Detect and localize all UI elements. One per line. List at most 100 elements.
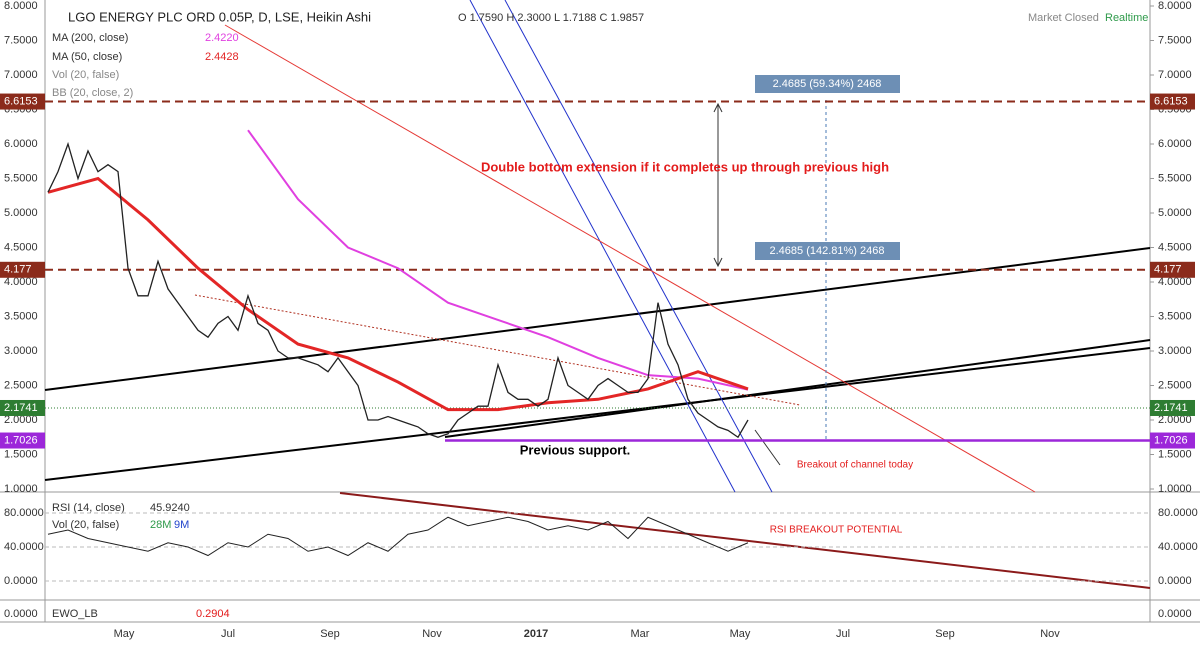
y-tick-label: 80.0000 [1158, 507, 1198, 519]
x-tick-label: May [730, 628, 751, 640]
price-badge [1150, 93, 1195, 110]
channel-line [444, 339, 1151, 438]
annotation-box [755, 242, 900, 260]
annotation: 2.4685 (59.34%) 2468 [773, 78, 882, 90]
indicator[interactable]: BB (20, close, 2) [52, 87, 133, 99]
y-tick-label: 80.0000 [4, 507, 44, 519]
y-tick-label: 6.0000 [1158, 138, 1192, 150]
y-tick-label: 1.5000 [4, 448, 38, 460]
arrow-head [713, 102, 723, 268]
vol-label[interactable]: Vol (20, false) [52, 519, 119, 531]
x-tick-label: Mar [631, 628, 650, 640]
y-tick-label: 3.0000 [4, 345, 38, 357]
y-tick-label: 40.0000 [4, 541, 44, 553]
price-badge-label: 1.7026 [4, 434, 38, 446]
price-badge [1150, 432, 1195, 449]
x-tick-label: Nov [1040, 628, 1060, 640]
y-tick-label: 2.5000 [1158, 379, 1192, 391]
y-tick-label: 1.0000 [4, 483, 38, 495]
trend-line [469, 0, 736, 493]
y-tick-label: 7.5000 [1158, 34, 1192, 46]
trend-line [194, 294, 801, 406]
channel-line [44, 347, 1151, 481]
y-tick-label: 3.0000 [1158, 345, 1192, 357]
rsi-label[interactable]: RSI (14, close) [52, 502, 125, 514]
y-tick-label: 0.0000 [1158, 608, 1192, 620]
price-badge-label: 6.6153 [1154, 95, 1188, 107]
price-badge-label: 4.177 [1154, 264, 1182, 276]
y-tick-label: 7.0000 [4, 69, 38, 81]
y-tick-label: 5.5000 [1158, 172, 1192, 184]
y-tick-label: 3.5000 [1158, 310, 1192, 322]
vol-value: 28M [150, 519, 171, 531]
y-tick-label: 5.0000 [4, 207, 38, 219]
channel-line [44, 247, 1151, 391]
rsi-trend-line [339, 492, 1151, 589]
annotation: RSI BREAKOUT POTENTIAL [770, 525, 903, 536]
y-tick-label: 8.0000 [1158, 0, 1192, 12]
annotation: Breakout of channel today [797, 460, 913, 471]
x-tick-label: 2017 [524, 628, 548, 640]
y-tick-label: 5.0000 [1158, 207, 1192, 219]
y-tick-label: 5.5000 [4, 172, 38, 184]
y-tick-label: 7.5000 [4, 34, 38, 46]
price-line [47, 141, 749, 439]
y-tick-label: 0.0000 [1158, 575, 1192, 587]
price-badge [0, 432, 45, 449]
market-status: Market Closed [1028, 12, 1099, 24]
symbol-title: LGO ENERGY PLC ORD 0.05P, D, LSE, Heikin… [68, 9, 371, 24]
y-tick-label: 2.0000 [4, 414, 38, 426]
indicator[interactable]: MA (50, close) [52, 51, 122, 63]
ewo-label[interactable]: EWO_LB [52, 608, 98, 620]
price-badge [0, 93, 45, 110]
y-tick-label: 0.0000 [4, 608, 38, 620]
x-tick-label: Nov [422, 628, 442, 640]
annotation: 2.4685 (142.81%) 2468 [770, 245, 885, 257]
y-tick-label: 8.0000 [4, 0, 38, 12]
x-tick-label: May [114, 628, 135, 640]
trend-line [504, 0, 773, 493]
ewo-value: 0.2904 [196, 608, 230, 620]
x-tick-label: Sep [320, 628, 340, 640]
y-tick-label: 4.5000 [1158, 241, 1192, 253]
ohlc: O 1.7590 H 2.3000 L 1.7188 C 1.9857 [458, 12, 644, 24]
annotation: Double bottom extension if it completes … [481, 159, 889, 174]
indicator-value: 2.4428 [205, 51, 239, 63]
y-tick-label: 7.0000 [1158, 69, 1192, 81]
y-tick-label: 2.5000 [4, 379, 38, 391]
y-tick-label: 4.0000 [4, 276, 38, 288]
x-tick-label: Jul [836, 628, 850, 640]
indicator-value: 2.4220 [205, 32, 239, 44]
arrow [754, 429, 781, 466]
price-badge [1150, 261, 1195, 278]
vol-value: 9M [174, 519, 189, 531]
y-tick-label: 40.0000 [1158, 541, 1198, 553]
price-badge [0, 399, 45, 416]
y-tick-label: 0.0000 [4, 575, 38, 587]
indicator[interactable]: Vol (20, false) [52, 69, 119, 81]
y-tick-label: 6.0000 [4, 138, 38, 150]
x-tick-label: Sep [935, 628, 955, 640]
y-tick-label: 4.0000 [1158, 276, 1192, 288]
x-tick-label: Jul [221, 628, 235, 640]
y-tick-label: 4.5000 [4, 241, 38, 253]
y-tick-label: 2.0000 [1158, 414, 1192, 426]
price-badge-label: 4.177 [4, 264, 32, 276]
price-badge-label: 1.7026 [1154, 434, 1188, 446]
rsi-value: 45.9240 [150, 502, 190, 514]
rsi-line [47, 516, 749, 557]
y-tick-label: 1.5000 [1158, 448, 1192, 460]
price-badge [1150, 399, 1195, 416]
indicator[interactable]: MA (200, close) [52, 32, 128, 44]
realtime: Realtime [1105, 12, 1148, 24]
price-badge-label: 2.1741 [4, 402, 38, 414]
price-badge [0, 261, 45, 278]
y-tick-label: 3.5000 [4, 310, 38, 322]
price-badge-label: 6.6153 [4, 95, 38, 107]
trend-line [224, 24, 1036, 493]
y-tick-label: 1.0000 [1158, 483, 1192, 495]
price-badge-label: 2.1741 [1154, 402, 1188, 414]
annotation-box [755, 75, 900, 93]
